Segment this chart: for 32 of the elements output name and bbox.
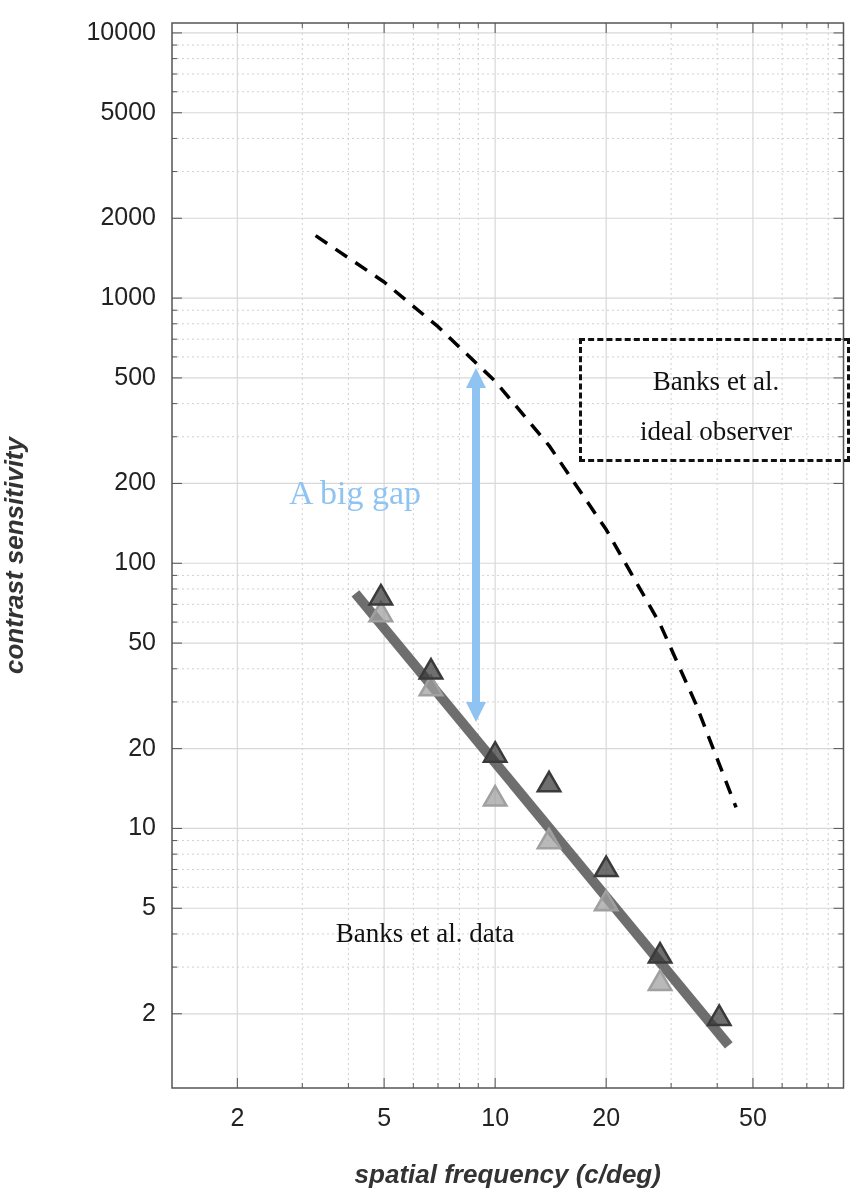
x-tick-label: 10: [481, 1102, 510, 1131]
point: [706, 1004, 732, 1027]
annotation: A big gap: [287, 474, 423, 512]
point: [593, 855, 619, 878]
y-tick-label: 500: [114, 361, 156, 390]
annotation: Banks et al. data: [334, 918, 516, 949]
x-tick-label: 20: [592, 1102, 621, 1131]
y-axis-title: contrast sensitivity: [0, 435, 29, 674]
point: [536, 827, 562, 850]
y-tick-label: 50: [128, 626, 156, 655]
y-tick-label: 20: [128, 732, 156, 761]
y-tick-label: 10000: [86, 16, 156, 45]
y-tick-label: 1000: [100, 281, 156, 310]
y-tick-label: 200: [114, 467, 156, 496]
y-tick-label: 2000: [100, 202, 156, 231]
point: [482, 740, 508, 763]
y-tick-label: 5: [142, 892, 156, 921]
point: [647, 941, 673, 964]
y-tick-label: 2: [142, 997, 156, 1026]
x-tick-label: 2: [230, 1102, 245, 1131]
y-tick-label: 100: [114, 547, 156, 576]
y-tick-label: 5000: [100, 96, 156, 125]
point: [647, 969, 673, 992]
y-tick-label: 10: [128, 812, 156, 841]
x-tick-label: 5: [377, 1102, 392, 1131]
point: [368, 583, 394, 606]
point: [593, 889, 619, 912]
x-tick-label: 50: [739, 1102, 767, 1131]
annotation: Banks et al. ideal observer: [638, 365, 794, 448]
x-axis-title: spatial frequency (c/deg): [354, 1158, 661, 1189]
point: [482, 784, 508, 807]
point: [536, 770, 562, 793]
